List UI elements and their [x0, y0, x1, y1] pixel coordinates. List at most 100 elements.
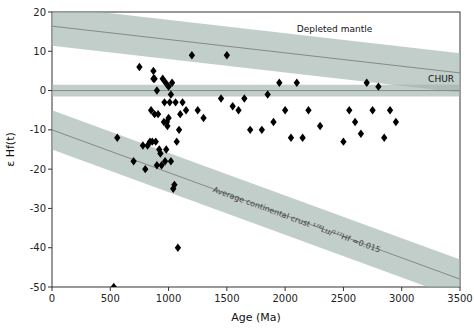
data-point [151, 75, 157, 83]
bands [52, 12, 460, 287]
data-point [294, 79, 300, 87]
y-tick-label: -40 [30, 242, 46, 253]
band [52, 12, 460, 93]
data-point [276, 79, 282, 87]
y-tick-label: -10 [30, 124, 46, 135]
x-tick-label: 3500 [447, 293, 472, 304]
y-tick [48, 51, 52, 52]
data-point [171, 181, 177, 189]
data-point [162, 157, 168, 165]
data-point [282, 106, 288, 114]
data-point [183, 106, 189, 114]
y-tick [48, 12, 52, 13]
data-point [136, 63, 142, 71]
y-tick-label: 20 [33, 7, 46, 18]
data-point [177, 110, 183, 118]
data-point [157, 149, 163, 157]
data-point [224, 51, 230, 59]
reference-line [52, 130, 460, 279]
x-tick [110, 287, 111, 291]
data-point [364, 79, 370, 87]
reference-line [52, 90, 460, 91]
y-tick [48, 90, 52, 91]
data-point [150, 67, 156, 75]
data-point [358, 130, 364, 138]
data-point [164, 122, 170, 130]
y-tick [48, 169, 52, 170]
data-point [235, 106, 241, 114]
data-point [346, 106, 352, 114]
x-tick-label: 500 [101, 293, 120, 304]
axes: 0500100015002000250030003500-50-40-30-20… [30, 7, 473, 305]
y-tick-label: -30 [30, 203, 46, 214]
data-point [130, 157, 136, 165]
line-label: Depleted mantle [297, 24, 373, 34]
y-tick-label: -20 [30, 164, 46, 175]
data-point [288, 134, 294, 142]
x-tick-label: 2500 [331, 293, 356, 304]
data-point [200, 114, 206, 122]
data-point [259, 126, 265, 134]
data-point [165, 114, 171, 122]
data-point [155, 110, 161, 118]
y-tick [48, 129, 52, 130]
data-point [167, 98, 173, 106]
data-point [352, 118, 358, 126]
data-point [168, 90, 174, 98]
x-tick-label: 0 [49, 293, 55, 304]
x-tick [52, 287, 53, 291]
data-point [195, 106, 201, 114]
x-tick-label: 1500 [214, 293, 239, 304]
x-tick-label: 2000 [272, 293, 297, 304]
x-tick [168, 287, 169, 291]
data-point [174, 137, 180, 145]
data-point [163, 145, 169, 153]
data-point [142, 165, 148, 173]
data-point [369, 106, 375, 114]
x-tick [285, 287, 286, 291]
data-point [153, 137, 159, 145]
data-point [381, 134, 387, 142]
data-point [230, 102, 236, 110]
y-tick [48, 208, 52, 209]
data-point [154, 86, 160, 94]
data-point [241, 94, 247, 102]
x-tick-label: 3000 [389, 293, 414, 304]
data-point [111, 283, 117, 287]
data-point [179, 98, 185, 106]
reference-line [52, 26, 460, 73]
y-tick-label: 10 [33, 46, 46, 57]
data-point [270, 118, 276, 126]
data-point [218, 94, 224, 102]
y-axis-label: ε Hf(t) [4, 132, 17, 166]
x-tick [460, 287, 461, 291]
data-point [247, 126, 253, 134]
data-point [189, 51, 195, 59]
line-label: CHUR [428, 74, 454, 84]
data-point [168, 157, 174, 165]
chart: 0500100015002000250030003500-50-40-30-20… [0, 0, 474, 329]
line-label: Average continental crust ¹⁷⁶Lu/¹⁷⁷Hf =0… [212, 185, 382, 255]
data-point [375, 82, 381, 90]
data-point [393, 118, 399, 126]
data-point [305, 106, 311, 114]
data-point [176, 126, 182, 134]
data-point [172, 98, 178, 106]
data-point [299, 134, 305, 142]
data-point [114, 134, 120, 142]
band [52, 110, 460, 287]
y-tick [48, 287, 52, 288]
plot-area [52, 12, 460, 287]
data-point [169, 79, 175, 87]
x-tick-label: 1000 [156, 293, 181, 304]
data-point [317, 122, 323, 130]
y-tick [48, 247, 52, 248]
data-point [175, 244, 181, 252]
data-point [265, 90, 271, 98]
band [52, 85, 460, 97]
x-axis-label: Age (Ma) [231, 311, 281, 324]
data-point [340, 137, 346, 145]
labels: Depleted mantle CHUR Average continental c… [212, 24, 454, 255]
points [111, 51, 399, 287]
x-tick [401, 287, 402, 291]
